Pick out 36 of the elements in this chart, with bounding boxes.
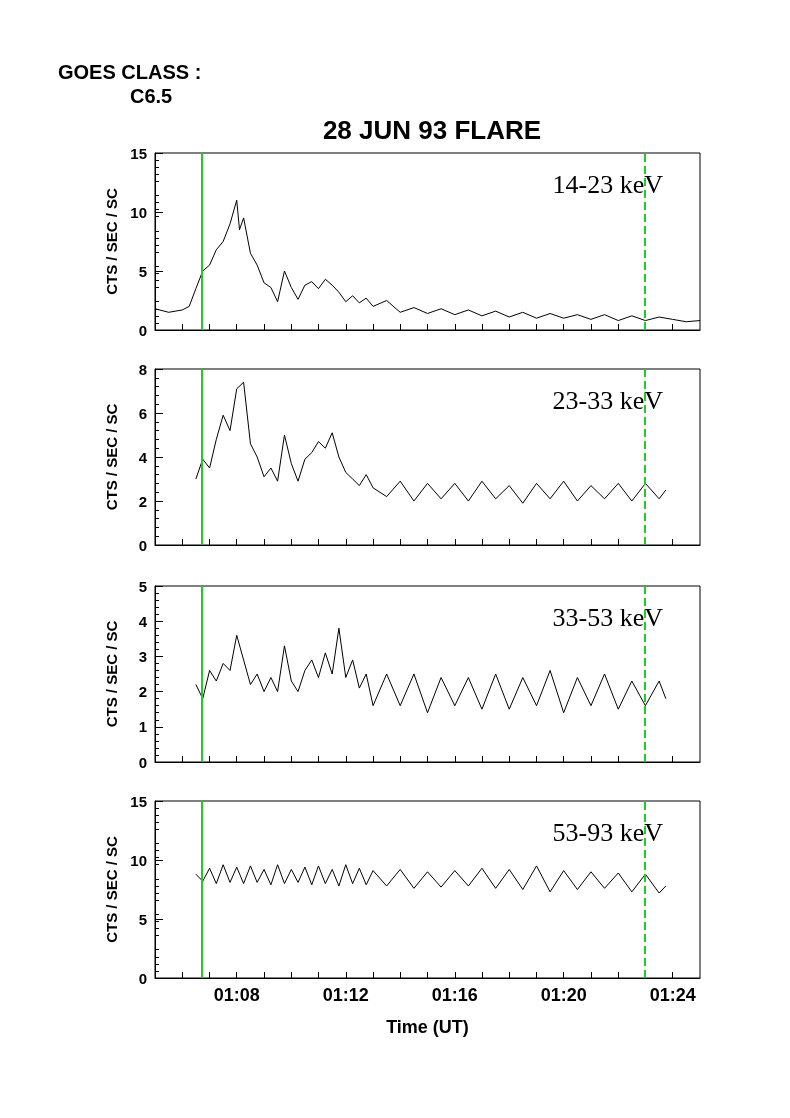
y-tick-label: 10 xyxy=(130,851,147,869)
y-tick-label: 0 xyxy=(138,536,147,554)
x-tick-label: 01:16 xyxy=(431,985,478,1005)
series-label: 33-53 keV xyxy=(552,602,664,632)
y-tick-label: 0 xyxy=(138,753,147,771)
y-axis-title: CTS / SEC / SC xyxy=(103,187,120,295)
text: C6.5 xyxy=(130,85,173,107)
y-tick-label: 15 xyxy=(130,792,147,810)
text: GOES CLASS : xyxy=(58,61,202,83)
x-axis-title: Time (UT) xyxy=(386,1017,469,1037)
y-tick-label: 4 xyxy=(138,612,148,630)
y-tick-label: 10 xyxy=(130,203,147,221)
y-tick-label: 0 xyxy=(138,321,147,339)
x-tick-label: 01:24 xyxy=(649,985,696,1005)
x-tick-label: 01:20 xyxy=(540,985,587,1005)
y-axis-title: CTS / SEC / SC xyxy=(103,620,120,728)
chart-title: 28 JUN 93 FLARE xyxy=(322,115,542,145)
x-tick-label: 01:12 xyxy=(322,985,369,1005)
y-axis-title: CTS / SEC / SC xyxy=(103,835,120,943)
y-tick-label: 3 xyxy=(138,647,147,665)
y-tick-label: 1 xyxy=(138,718,147,736)
text: 23-33 keV xyxy=(552,385,664,415)
y-tick-label: 2 xyxy=(138,492,147,510)
y-tick-label: 5 xyxy=(138,577,147,595)
y-tick-label: 5 xyxy=(138,262,147,280)
y-tick-label: 0 xyxy=(138,969,147,987)
y-tick-label: 15 xyxy=(130,144,147,162)
y-tick-label: 5 xyxy=(138,910,147,928)
x-tick-label: 01:08 xyxy=(213,985,260,1005)
y-tick-label: 6 xyxy=(138,404,147,422)
y-tick-label: 2 xyxy=(138,683,147,701)
y-tick-label: 8 xyxy=(138,360,147,378)
y-tick-label: 4 xyxy=(138,448,148,466)
text: 14-23 keV xyxy=(552,169,664,199)
y-axis-title: CTS / SEC / SC xyxy=(103,403,120,511)
series-label: 53-93 keV xyxy=(552,817,664,847)
